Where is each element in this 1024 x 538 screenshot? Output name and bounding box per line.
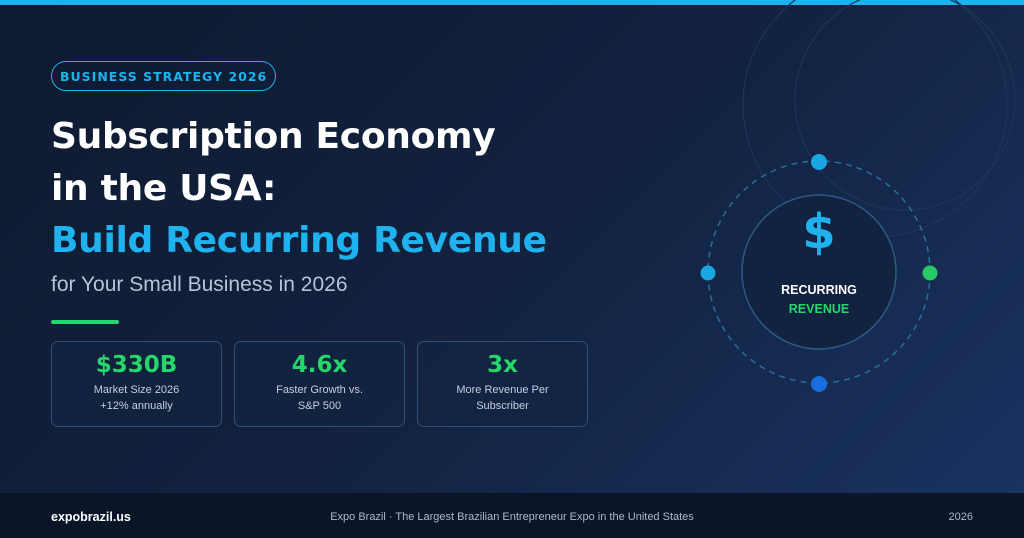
subtitle: for Your Small Business in 2026	[51, 273, 348, 296]
stat-label-line: More Revenue Per	[456, 384, 549, 396]
category-badge: BUSINESS STRATEGY 2026	[51, 61, 277, 91]
stat-label-line: Subscriber	[476, 400, 529, 412]
title-line-1: Subscription Economy	[51, 116, 496, 157]
orbit-dot-bottom	[811, 376, 827, 392]
page-title: Subscription Economy in the USA: Build R…	[51, 111, 547, 267]
stat-label-line: +12% annually	[100, 400, 173, 412]
footer-year: 2026	[948, 511, 973, 523]
stat-value: $330B	[95, 352, 178, 378]
graphic-label-revenue: REVENUE	[788, 302, 850, 316]
stat-label-line: Market Size 2026	[93, 384, 180, 396]
stat-card-market-size: $330B Market Size 2026 +12% annually	[51, 341, 222, 427]
dollar-icon: $	[802, 204, 836, 260]
stat-label: Faster Growth vs. S&P 500	[235, 382, 404, 414]
stat-label-line: Faster Growth vs.	[276, 384, 363, 396]
title-line-2: in the USA:	[51, 168, 277, 209]
orbit-dot-right	[922, 265, 938, 281]
green-divider	[51, 320, 119, 324]
title-line-3: Build Recurring Revenue	[51, 220, 547, 261]
stat-card-growth: 4.6x Faster Growth vs. S&P 500	[234, 341, 405, 427]
orbit-dot-top	[811, 154, 827, 170]
orbit-dot-left	[700, 265, 716, 281]
stat-label: More Revenue Per Subscriber	[418, 382, 587, 414]
footer-tagline: Expo Brazil · The Largest Brazilian Entr…	[330, 511, 694, 523]
stat-value: 4.6x	[291, 352, 348, 378]
stat-label-line: S&P 500	[297, 400, 342, 412]
stat-value: 3x	[487, 352, 518, 378]
decorative-ring	[794, 0, 1016, 211]
stat-label: Market Size 2026 +12% annually	[52, 382, 221, 414]
footer: expobrazil.us Expo Brazil · The Largest …	[0, 493, 1024, 538]
stat-card-revenue: 3x More Revenue Per Subscriber	[417, 341, 588, 427]
footer-site-link[interactable]: expobrazil.us	[51, 510, 131, 524]
orbit-ring	[707, 160, 931, 384]
top-accent-bar	[0, 0, 1024, 5]
graphic-label-recurring: RECURRING	[781, 283, 857, 297]
